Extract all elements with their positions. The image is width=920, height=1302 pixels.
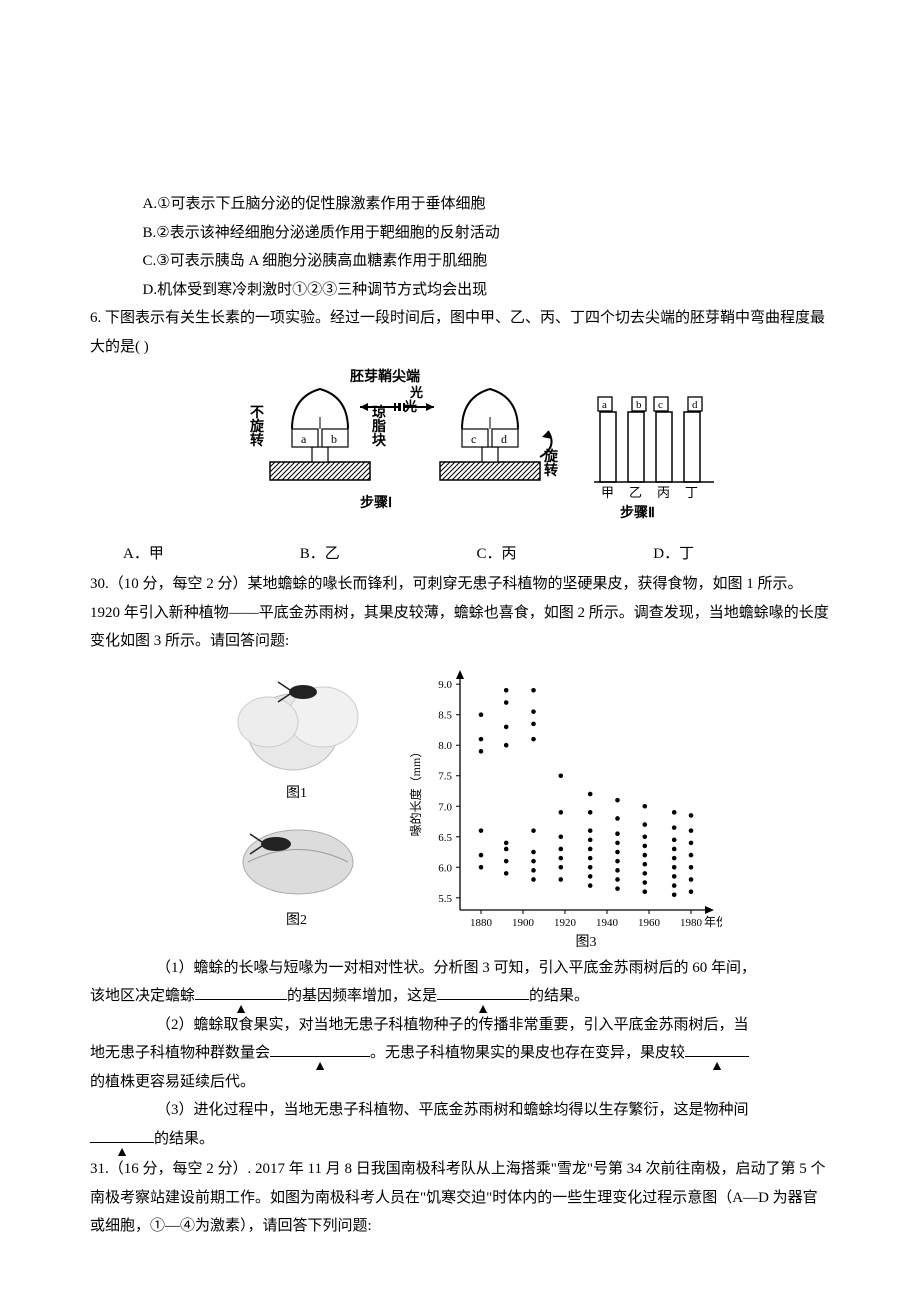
triangle-icon: ▲ — [313, 1054, 327, 1081]
q30-sub2-line2: 地无患子科植物种群数量会▲。无患子科植物果实的果皮也存在变异，果皮较▲ — [90, 1039, 830, 1068]
q6-option-a: A．甲 — [123, 540, 300, 569]
svg-text:1980: 1980 — [680, 917, 703, 929]
svg-text:c: c — [471, 432, 476, 446]
svg-text:d: d — [501, 432, 507, 446]
q30-sub1-mid: 的基因频率增加，这是 — [287, 988, 437, 1004]
svg-text:1880: 1880 — [470, 917, 493, 929]
svg-text:1940: 1940 — [596, 917, 619, 929]
triangle-icon: ▲ — [234, 997, 248, 1024]
q30-sub1-line1: （1）蟾蜍的长喙与短喙为一对相对性状。分析图 3 可知，引入平底金苏雨树后的 6… — [90, 954, 830, 983]
svg-text:a: a — [602, 399, 607, 411]
svg-text:步骤Ⅰ: 步骤Ⅰ — [360, 494, 392, 511]
svg-text:8.0: 8.0 — [438, 740, 452, 752]
q30-sub2-line1: （2）蟾蜍取食果实，对当地无患子科植物种子的传播非常重要，引入平底金苏雨树后，当 — [90, 1011, 830, 1040]
svg-text:a: a — [301, 432, 307, 446]
q30-sub1-pre: 该地区决定蟾蜍 — [90, 988, 195, 1004]
svg-text:b: b — [636, 399, 642, 411]
blank-fill: ▲ — [270, 1056, 370, 1057]
svg-text:5.5: 5.5 — [438, 892, 452, 904]
blank-fill: ▲ — [685, 1056, 749, 1057]
svg-text:图1: 图1 — [286, 786, 307, 801]
svg-text:1920: 1920 — [554, 917, 577, 929]
svg-text:琼脂块: 琼脂块 — [371, 404, 387, 449]
svg-text:7.0: 7.0 — [438, 801, 452, 813]
q6-stem: 6. 下图表示有关生长素的一项实验。经过一段时间后，图中甲、乙、丙、丁四个切去尖… — [90, 304, 830, 361]
svg-text:6.5: 6.5 — [438, 831, 452, 843]
q6-options: A．甲 B．乙 C．丙 D．丁 — [90, 540, 830, 569]
q30-sub1-line2: 该地区决定蟾蜍▲的基因频率增加，这是▲的结果。 — [90, 982, 830, 1011]
svg-text:不旋转: 不旋转 — [249, 405, 265, 449]
blank-fill: ▲ — [90, 1142, 154, 1143]
q30-sub3-line2: ▲的结果。 — [90, 1125, 830, 1154]
q5-option-b: B.②表示该神经细胞分泌递质作用于靶细胞的反射活动 — [90, 219, 830, 248]
svg-text:7.5: 7.5 — [438, 770, 452, 782]
q6-option-c: C．丙 — [477, 540, 654, 569]
svg-text:图2: 图2 — [286, 913, 307, 928]
svg-text:丁: 丁 — [685, 485, 698, 500]
q5-option-a: A.①可表示下丘脑分泌的促性腺激素作用于垂体细胞 — [90, 190, 830, 219]
q31-stem: 31.（16 分，每空 2 分）. 2017 年 11 月 8 日我国南极科考队… — [90, 1155, 830, 1241]
q30-sub3-line1: （3）进化过程中，当地无患子科植物、平底金苏雨树和蟾蜍均得以生存繁衍，这是物种间 — [90, 1096, 830, 1125]
svg-text:6.0: 6.0 — [438, 862, 452, 874]
svg-text:8.5: 8.5 — [438, 709, 452, 721]
svg-text:胚芽鞘尖端: 胚芽鞘尖端 — [350, 368, 420, 385]
q6-option-b: B．乙 — [300, 540, 477, 569]
svg-text:图3: 图3 — [575, 935, 596, 950]
blank-fill: ▲ — [195, 999, 287, 1000]
q6-option-d: D．丁 — [653, 540, 830, 569]
q30-sub2-pre: 地无患子科植物种群数量会 — [90, 1045, 270, 1061]
svg-text:丙: 丙 — [657, 485, 670, 500]
triangle-icon: ▲ — [476, 997, 490, 1024]
q6-figure: 胚芽鞘尖端ab不旋转琼脂块光cd光旋转步骤Ⅰa甲b乙c丙d丁步骤Ⅱ — [90, 367, 830, 538]
svg-text:甲: 甲 — [601, 485, 614, 500]
svg-text:1960: 1960 — [638, 917, 661, 929]
q30-sub1-post: 的结果。 — [529, 988, 589, 1004]
svg-text:1900: 1900 — [512, 917, 535, 929]
svg-text:步骤Ⅱ: 步骤Ⅱ — [620, 504, 655, 521]
svg-text:d: d — [692, 399, 698, 411]
q30-sub2-mid: 。无患子科植物果实的果皮也存在变异，果皮较 — [370, 1045, 685, 1061]
svg-text:9.0: 9.0 — [438, 679, 452, 691]
svg-text:年份: 年份 — [704, 915, 722, 929]
q30-sub3-post: 的结果。 — [154, 1131, 214, 1147]
svg-text:旋转: 旋转 — [543, 448, 559, 479]
svg-text:光: 光 — [409, 385, 423, 400]
blank-fill: ▲ — [437, 999, 529, 1000]
triangle-icon: ▲ — [115, 1140, 129, 1167]
svg-text:乙: 乙 — [629, 485, 642, 500]
svg-text:喙的长度（mm）: 喙的长度（mm） — [408, 745, 423, 836]
svg-text:b: b — [331, 432, 337, 446]
triangle-icon: ▲ — [710, 1054, 724, 1081]
q30-figures: 图1 图2 5.5 6.0 6.5 7.0 7.5 8.0 8.5 9.0 1880 1900 192… — [90, 662, 830, 952]
svg-text:c: c — [658, 399, 663, 411]
q5-option-c: C.③可表示胰岛 A 细胞分泌胰高血糖素作用于肌细胞 — [90, 247, 830, 276]
q30-stem: 30.（10 分，每空 2 分）某地蟾蜍的喙长而锋利，可刺穿无患子科植物的坚硬果… — [90, 570, 830, 656]
q5-option-d: D.机体受到寒冷刺激时①②③三种调节方式均会出现 — [90, 276, 830, 305]
